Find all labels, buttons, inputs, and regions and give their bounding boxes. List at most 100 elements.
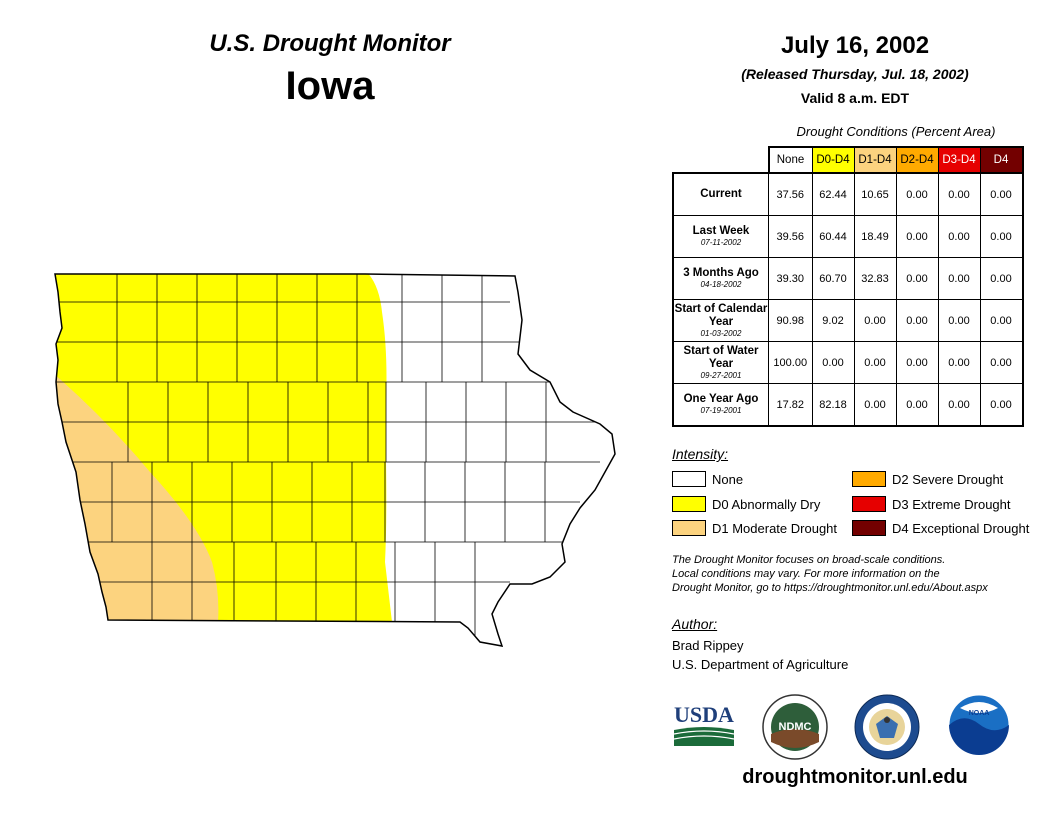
value-cell: 0.00 [895,299,939,342]
legend-label: D4 Exceptional Drought [892,520,1030,536]
legend-item-d2: D2 Severe Drought [852,471,1003,487]
value-cell: 100.00 [768,341,813,384]
value-cell: 0.00 [937,299,981,342]
col-header-d0-d4: D0-D4 [811,146,855,174]
row-label: Start of Water Year 09-27-2001 [672,341,769,384]
value-cell: 0.00 [937,341,981,384]
row-label: Current [672,172,769,216]
value-cell: 0.00 [853,341,897,384]
author-name: Brad Rippey [672,638,744,653]
drought-conditions-table: None D0-D4 D1-D4 D2-D4 D3-D4 D4 Current … [672,146,1024,427]
value-cell: 60.70 [811,257,855,300]
table-header-row: None D0-D4 D1-D4 D2-D4 D3-D4 D4 [673,146,1024,174]
legend-swatch [672,496,706,512]
state-title: Iowa [285,64,375,108]
note-line: Local conditions may vary. For more info… [672,568,940,580]
disclaimer-note: The Drought Monitor focuses on broad-sca… [672,553,1052,595]
state-outline [54,273,616,647]
note-line: Drought Monitor, go to https://droughtmo… [672,582,988,594]
value-cell: 0.00 [811,341,855,384]
legend-label: D2 Severe Drought [892,471,1004,487]
author-org: U.S. Department of Agriculture [672,657,849,672]
table-row: Start of Water Year 09-27-2001 100.00 0.0… [672,341,1024,384]
ndmc-logo: NDMC [762,694,828,760]
table-row: 3 Months Ago 04-18-2002 39.30 60.70 32.83… [672,257,1024,300]
value-cell: 9.02 [811,299,855,342]
value-cell: 32.83 [853,257,897,300]
map-date: July 16, 2002 [780,32,930,59]
legend-item-d3: D3 Extreme Drought [852,496,1011,512]
author-title: Author: [672,616,718,632]
legend-label: D0 Abnormally Dry [712,496,821,512]
release-date: (Released Thursday, Jul. 18, 2002) [741,66,969,82]
legend-swatch [672,520,706,536]
col-header-none: None [767,146,813,174]
col-header-d4: D4 [979,146,1024,174]
value-cell: 0.00 [937,172,981,216]
table-title: Drought Conditions (Percent Area) [796,124,996,139]
website-url[interactable]: droughtmonitor.unl.edu [742,766,968,788]
value-cell: 0.00 [895,172,939,216]
corner-cell [673,147,769,174]
legend-swatch [852,520,886,536]
value-cell: 0.00 [979,383,1024,427]
value-cell: 0.00 [937,215,981,258]
value-cell: 0.00 [979,299,1024,342]
legend-swatch [852,496,886,512]
map-subtitle: U.S. Drought Monitor [209,30,451,57]
usda-logo: USDA [673,702,735,746]
value-cell: 0.00 [979,172,1024,216]
legend-item-none: None [672,471,743,487]
value-cell: 0.00 [895,215,939,258]
value-cell: 0.00 [895,257,939,300]
value-cell: 37.56 [768,172,813,216]
value-cell: 39.56 [768,215,813,258]
svg-text:NOAA: NOAA [969,710,990,717]
value-cell: 0.00 [937,257,981,300]
legend-item-d1: D1 Moderate Drought [672,520,837,536]
value-cell: 0.00 [979,215,1024,258]
col-header-d2-d4: D2-D4 [895,146,939,174]
row-label: Last Week 07-11-2002 [672,215,769,258]
row-label: One Year Ago 07-19-2001 [672,383,769,427]
value-cell: 90.98 [768,299,813,342]
value-cell: 0.00 [895,341,939,384]
value-cell: 0.00 [979,257,1024,300]
legend-item-d4: D4 Exceptional Drought [852,520,1029,536]
value-cell: 39.30 [768,257,813,300]
value-cell: 0.00 [937,383,981,427]
value-cell: 17.82 [768,383,813,427]
legend-title: Intensity: [672,446,729,462]
county-boundaries [55,274,600,646]
legend-label: D3 Extreme Drought [892,496,1011,512]
legend-label: None [712,471,744,487]
value-cell: 0.00 [853,299,897,342]
iowa-drought-map [54,273,616,647]
row-label: 3 Months Ago 04-18-2002 [672,257,769,300]
value-cell: 18.49 [853,215,897,258]
value-cell: 0.00 [853,383,897,427]
svg-text:NDMC: NDMC [779,721,812,733]
value-cell: 0.00 [895,383,939,427]
valid-time: Valid 8 a.m. EDT [800,90,910,106]
commerce-seal-logo [854,694,920,760]
col-header-d3-d4: D3-D4 [937,146,981,174]
col-header-d1-d4: D1-D4 [853,146,897,174]
table-row: Last Week 07-11-2002 39.56 60.44 18.49 0.… [672,215,1024,258]
legend-swatch [852,471,886,487]
table-row: One Year Ago 07-19-2001 17.82 82.18 0.00 … [672,383,1024,427]
svg-text:USDA: USDA [674,702,734,727]
value-cell: 10.65 [853,172,897,216]
value-cell: 82.18 [811,383,855,427]
table-row: Current 37.56 62.44 10.65 0.00 0.00 0.00 [672,172,1024,216]
table-row: Start of Calendar Year 01-03-2002 90.98 9… [672,299,1024,342]
value-cell: 62.44 [811,172,855,216]
note-line: The Drought Monitor focuses on broad-sca… [672,554,946,566]
legend-label: D1 Moderate Drought [712,520,838,536]
row-label: Start of Calendar Year 01-03-2002 [672,299,769,342]
value-cell: 0.00 [979,341,1024,384]
noaa-logo: NOAA [948,694,1010,756]
legend-item-d0: D0 Abnormally Dry [672,496,820,512]
legend-swatch [672,471,706,487]
value-cell: 60.44 [811,215,855,258]
